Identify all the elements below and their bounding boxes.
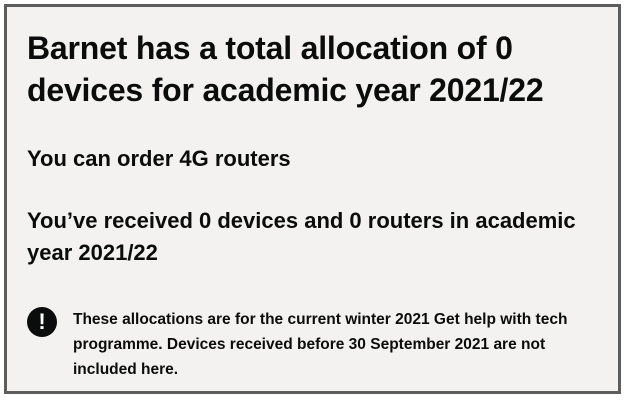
received-note: You’ve received 0 devices and 0 routers … bbox=[27, 208, 576, 265]
exclamation-icon: ! bbox=[27, 307, 57, 337]
routers-note: You can order 4G routers bbox=[27, 146, 291, 171]
warning-text-block: ! These allocations are for the current … bbox=[27, 307, 612, 387]
warning-message: These allocations are for the current wi… bbox=[73, 311, 568, 378]
allocation-panel: Barnet has a total allocation of 0 devic… bbox=[4, 4, 621, 394]
allocation-title: Barnet has a total allocation of 0 devic… bbox=[27, 30, 544, 108]
